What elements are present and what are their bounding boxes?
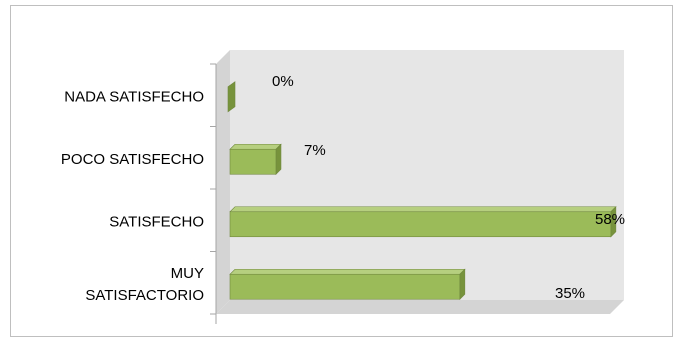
value-label: 0%	[272, 73, 294, 90]
category-label: POCO SATISFECHO	[61, 151, 204, 168]
bar	[229, 273, 461, 300]
bar-side	[459, 268, 466, 300]
bar	[229, 148, 277, 175]
category-label: SATISFACTORIO	[85, 287, 204, 304]
back-wall	[230, 50, 624, 300]
plot-area: 0% NADA SATISFECHO 7% POCO SATISFECHO 58% SAT…	[61, 50, 625, 324]
value-label: 35%	[555, 285, 585, 302]
category-label: SATISFECHO	[109, 213, 204, 230]
bar-side	[275, 143, 282, 175]
floor	[216, 300, 624, 314]
bar-top	[229, 206, 617, 213]
category-label: MUY	[171, 265, 204, 282]
value-label: 7%	[304, 142, 326, 159]
bar	[227, 81, 236, 113]
value-label: 58%	[595, 211, 625, 228]
bar-top	[229, 268, 466, 275]
bar-top	[229, 143, 282, 150]
side-wall	[216, 50, 230, 314]
bar	[229, 211, 612, 238]
category-label: NADA SATISFECHO	[64, 88, 204, 105]
